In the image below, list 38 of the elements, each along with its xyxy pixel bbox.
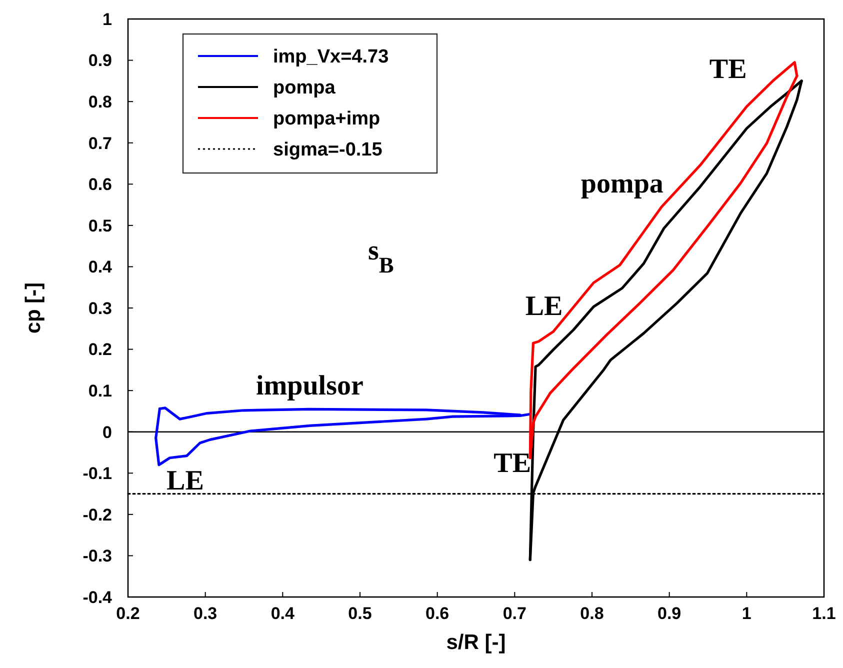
annotation: impulsor xyxy=(256,370,364,402)
x-tick-label: 0.9 xyxy=(658,604,682,623)
y-tick-label: 0.7 xyxy=(88,134,112,153)
y-tick-label: -0.4 xyxy=(82,588,113,607)
y-tick-label: 0.1 xyxy=(88,382,112,401)
x-tick-label: 0.6 xyxy=(426,604,450,623)
x-tick-label: 0.2 xyxy=(116,604,140,623)
y-tick-label: 0.9 xyxy=(88,51,112,70)
y-tick-label: 0.4 xyxy=(88,258,113,277)
x-tick-label: 1.1 xyxy=(812,604,836,623)
legend-label: pompa+imp xyxy=(273,108,380,130)
y-tick-label: 0.6 xyxy=(88,175,112,194)
annotation: TE xyxy=(709,54,747,85)
x-tick-label: 1 xyxy=(742,604,752,623)
legend-label: imp_Vx=4.73 xyxy=(273,46,389,68)
x-tick-label: 0.8 xyxy=(580,604,604,623)
x-tick-label: 0.7 xyxy=(502,604,526,623)
y-tick-label: 0.8 xyxy=(88,92,112,112)
y-tick-label: 0.5 xyxy=(88,216,112,236)
x-tick-label: 0.4 xyxy=(270,604,296,623)
y-tick-label: -0.1 xyxy=(82,464,112,484)
annotation: LE xyxy=(166,466,204,497)
y-tick-label: 1 xyxy=(102,10,112,29)
y-tick-label: -0.2 xyxy=(82,505,112,524)
x-tick-label: 0.5 xyxy=(348,604,372,623)
x-tick-label: 0.3 xyxy=(194,604,218,623)
annotation: pompa xyxy=(580,168,664,200)
annotation: s$_{B}$ xyxy=(368,236,394,278)
y-tick-label: 0.2 xyxy=(88,340,112,360)
y-tick-label: -0.3 xyxy=(82,546,112,566)
annotation: TE xyxy=(494,448,532,479)
y-tick-label: 0 xyxy=(102,422,112,442)
y-tick-label: 0.3 xyxy=(88,298,112,318)
legend-label: pompa xyxy=(273,78,336,99)
y-axis-title: cp [-] xyxy=(22,282,45,334)
x-axis-title: s/R [-] xyxy=(446,631,506,654)
legend-label: sigma=-0.15 xyxy=(273,140,383,161)
annotation: LE xyxy=(525,290,563,322)
